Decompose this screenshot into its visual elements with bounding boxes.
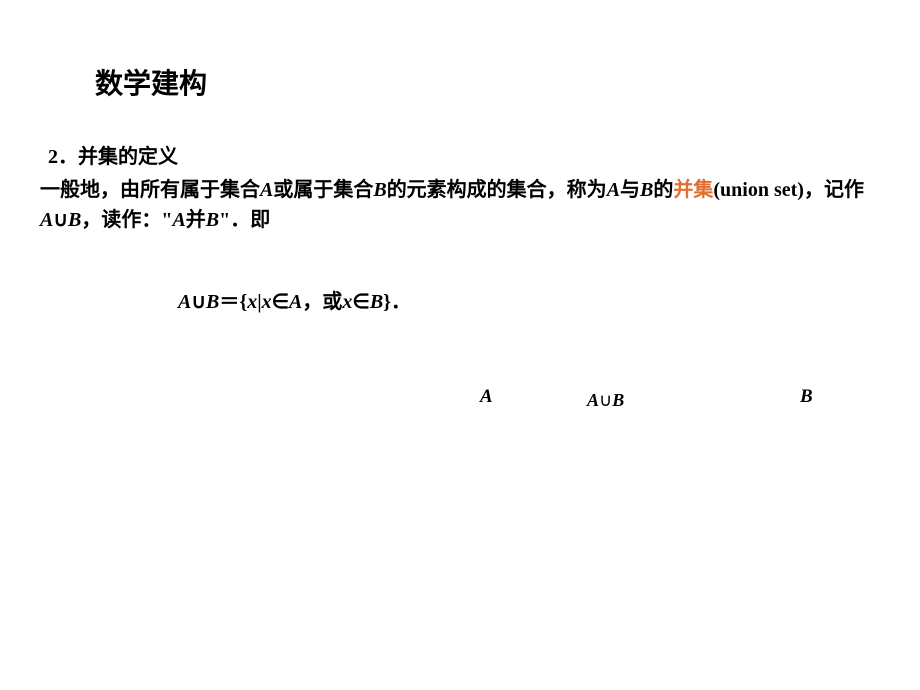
venn-aub-cup: ∪ [599, 390, 612, 410]
venn-aub-b: B [612, 390, 624, 410]
formula-eq: ＝ [219, 291, 239, 313]
def-part6: "．即 [219, 209, 270, 231]
def-part3: 的元素构成的集合，称为 [387, 179, 607, 201]
formula-rbrace: } [383, 291, 391, 313]
def-yue: 与 [620, 179, 640, 201]
formula: A∪B＝{x|x∈A，或x∈B}． [178, 285, 411, 314]
def-part4: ，记作 [804, 179, 864, 201]
formula-x3: x [342, 291, 352, 313]
def-bing: 并 [186, 209, 206, 231]
formula-x1: x [247, 291, 257, 313]
formula-in1: ∈ [272, 291, 289, 313]
venn-label-b: B [800, 386, 813, 408]
heading-number: 2 [48, 146, 58, 168]
def-A4: A [172, 209, 185, 231]
def-B2: B [640, 179, 653, 201]
def-B4: B [206, 209, 219, 231]
heading-text: 并集的定义 [78, 146, 178, 168]
venn-label-aub: A∪B [587, 390, 624, 411]
def-part5: ，读作：" [81, 209, 172, 231]
formula-B2: B [370, 291, 383, 313]
def-part1: 一般地，由所有属于集合 [40, 179, 260, 201]
formula-in2: ∈ [352, 291, 369, 313]
formula-cup: ∪ [191, 291, 206, 313]
heading-separator: ． [58, 146, 78, 168]
def-highlight: 并集 [673, 179, 713, 201]
def-paren-close: ) [797, 179, 804, 201]
def-A3: A [40, 209, 53, 231]
section-heading: 2．并集的定义 [48, 140, 178, 169]
venn-aub-a: A [587, 390, 599, 410]
formula-x2: x [262, 291, 272, 313]
formula-B: B [206, 291, 219, 313]
formula-period: ． [391, 291, 411, 313]
def-part2: 或属于集合 [273, 179, 373, 201]
slide-title: 数学建构 [95, 62, 207, 102]
formula-A: A [178, 291, 191, 313]
def-de: 的 [653, 179, 673, 201]
def-A1: A [260, 179, 273, 201]
def-cup1: ∪ [53, 209, 68, 231]
def-B1: B [373, 179, 386, 201]
definition-paragraph: 一般地，由所有属于集合A或属于集合B的元素构成的集合，称为A与B的并集(unio… [40, 175, 880, 235]
formula-comma: ，或 [302, 291, 342, 313]
venn-label-a: A [480, 386, 493, 408]
def-B3: B [68, 209, 81, 231]
def-A2: A [607, 179, 620, 201]
def-english: union set [720, 179, 797, 201]
formula-A2: A [289, 291, 302, 313]
